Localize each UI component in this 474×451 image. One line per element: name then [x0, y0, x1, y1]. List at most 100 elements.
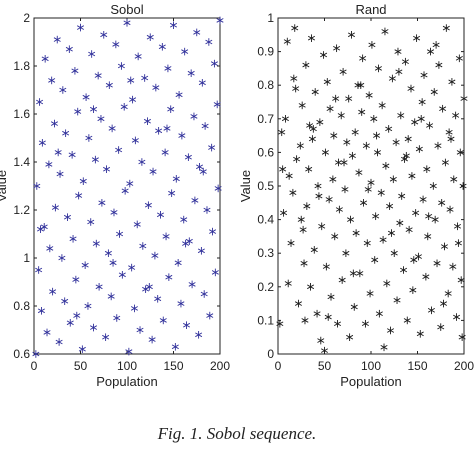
rand-data-point — [279, 165, 287, 173]
rand-data-point — [400, 266, 408, 274]
sobol-data-point — [200, 290, 208, 298]
sobol-data-point — [48, 76, 56, 85]
sobol-data-point — [129, 95, 137, 104]
rand-data-point — [441, 158, 449, 167]
rand-data-point — [283, 37, 291, 46]
sobol-y-tick-label: 2 — [23, 11, 30, 25]
rand-data-point — [373, 131, 381, 140]
rand-data-point — [348, 151, 356, 160]
sobol-data-point — [92, 239, 100, 248]
sobol-data-point — [136, 326, 144, 334]
rand-data-point — [349, 269, 357, 278]
sobol-data-point — [79, 177, 87, 185]
rand-data-point — [322, 262, 330, 271]
rand-y-tick-label: 0.1 — [257, 313, 274, 327]
sobol-data-point — [175, 91, 183, 99]
rand-data-point — [334, 158, 342, 167]
rand-data-point — [407, 84, 415, 93]
rand-y-tick-label: 0 — [267, 347, 274, 361]
rand-data-point — [352, 229, 360, 237]
sobol-data-point — [178, 131, 186, 140]
rand-data-point — [395, 67, 403, 76]
rand-data-point — [435, 61, 443, 69]
rand-data-point — [397, 111, 405, 120]
sobol-plot-area — [33, 17, 221, 355]
sobol-data-point — [162, 232, 170, 241]
sobol-data-point — [69, 235, 77, 243]
sobol-data-point — [43, 328, 51, 337]
rand-data-point — [379, 235, 387, 244]
rand-data-point — [456, 148, 464, 157]
sobol-data-point — [35, 266, 43, 274]
rand-data-point — [375, 309, 383, 318]
sobol-data-point — [201, 122, 209, 130]
rand-x-tick-label: 0 — [275, 359, 282, 373]
rand-data-point — [415, 145, 423, 153]
rand-data-point — [296, 141, 304, 150]
rand-data-point — [294, 299, 302, 308]
sobol-data-point — [82, 93, 90, 101]
rand-data-point — [311, 88, 319, 96]
rand-data-point — [448, 78, 456, 86]
rand-data-point — [281, 115, 289, 123]
rand-data-point — [454, 239, 462, 247]
sobol-data-point — [91, 155, 99, 164]
rand-data-point — [410, 256, 418, 264]
sobol-data-point — [126, 179, 134, 188]
rand-data-point — [362, 141, 370, 150]
sobol-data-point — [108, 124, 116, 133]
rand-y-tick-label: 1 — [267, 11, 274, 25]
sobol-data-point — [32, 350, 40, 358]
sobol-data-point — [36, 98, 44, 106]
rand-data-point — [358, 108, 366, 116]
rand-data-point — [412, 209, 420, 217]
sobol-data-point — [54, 148, 62, 157]
rand-data-point — [345, 94, 353, 103]
sobol-data-point — [71, 67, 79, 75]
rand-y-tick-label: 0.9 — [257, 45, 274, 59]
rand-data-point — [424, 232, 432, 241]
rand-data-point — [325, 195, 333, 204]
sobol-data-point — [73, 311, 81, 320]
rand-data-point — [453, 222, 462, 231]
sobol-data-point — [149, 167, 157, 176]
rand-data-point — [302, 61, 310, 69]
rand-data-point — [357, 81, 365, 89]
sobol-data-point — [131, 136, 139, 145]
sobol-data-point — [214, 184, 222, 193]
sobol-data-point — [74, 107, 82, 116]
sobol-data-point — [143, 117, 151, 125]
sobol-data-point — [127, 76, 135, 85]
rand-data-point — [386, 202, 394, 210]
sobol-y-tick-label: 1 — [23, 251, 30, 265]
rand-data-point — [300, 259, 308, 268]
sobol-panel: Sobol 0 50 100 150 200 0.6 0.8 1 1.2 1.4 1.6 1.8 2 Pop… — [0, 2, 230, 389]
rand-data-point — [356, 269, 364, 278]
sobol-data-point — [76, 23, 85, 32]
sobol-data-point — [144, 201, 152, 209]
rand-data-point — [315, 192, 323, 200]
sobol-data-point — [125, 347, 133, 356]
rand-data-point — [372, 212, 380, 221]
sobol-title: Sobol — [110, 2, 143, 17]
sobol-data-point — [78, 345, 86, 353]
rand-data-point — [453, 313, 461, 321]
rand-data-point — [392, 138, 400, 147]
rand-data-point — [305, 165, 313, 173]
sobol-data-point — [197, 247, 205, 255]
rand-title: Rand — [355, 2, 386, 17]
sobol-data-point — [130, 304, 138, 313]
rand-x-tick-label: 50 — [318, 359, 332, 373]
rand-data-point — [439, 104, 447, 113]
sobol-data-point — [199, 167, 207, 176]
rand-data-point — [306, 121, 314, 130]
rand-data-point — [327, 293, 335, 301]
rand-data-point — [334, 319, 342, 328]
sobol-data-point — [45, 160, 53, 169]
rand-data-point — [404, 135, 412, 143]
sobol-data-point — [190, 112, 198, 121]
rand-data-point — [433, 259, 441, 268]
rand-data-point — [422, 272, 430, 281]
rand-x-tick-label: 150 — [407, 359, 427, 373]
rand-data-point — [298, 101, 306, 110]
